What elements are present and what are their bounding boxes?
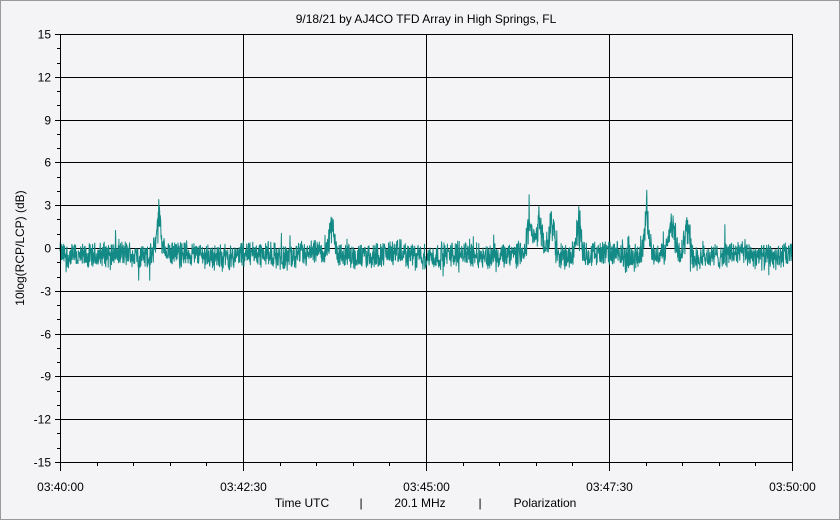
y-tick-label: -3 xyxy=(40,285,51,299)
chart-title: 9/18/21 by AJ4CO TFD Array in High Sprin… xyxy=(296,12,557,26)
y-tick-label: 0 xyxy=(44,242,51,256)
y-tick-label: -9 xyxy=(40,370,51,384)
y-tick-label: 6 xyxy=(44,156,51,170)
y-tick-label: 15 xyxy=(38,28,52,42)
y-tick-label: 3 xyxy=(44,199,51,213)
quantity-label: Polarization xyxy=(514,496,577,510)
footer-separator: | xyxy=(359,496,362,510)
x-tick-label: 03:42:30 xyxy=(220,480,267,494)
x-axis-label: Time UTC xyxy=(275,496,330,510)
y-tick-label: 12 xyxy=(38,71,52,85)
footer-caption: Time UTC | 20.1 MHz | Polarization xyxy=(275,496,576,510)
data-series xyxy=(59,189,793,281)
x-tick-label: 03:45:00 xyxy=(403,480,450,494)
polarization-trace xyxy=(59,189,793,281)
x-axis: 03:40:00 03:42:30 03:45:00 03:47:30 03:50:00 xyxy=(37,462,816,494)
x-tick-label: 03:50:00 xyxy=(769,480,816,494)
x-tick-label: 03:47:30 xyxy=(586,480,633,494)
footer-separator: | xyxy=(478,496,481,510)
y-tick-label: 9 xyxy=(44,114,51,128)
y-axis: 15 12 9 6 3 0 -3 -6 -9 -12 -15 xyxy=(34,28,60,470)
frequency-label: 20.1 MHz xyxy=(394,496,445,510)
y-tick-label: -6 xyxy=(40,328,51,342)
y-axis-label: 10log(RCP/LCP) (dB) xyxy=(13,190,27,305)
x-tick-label: 03:40:00 xyxy=(37,480,84,494)
y-tick-label: -15 xyxy=(34,456,52,470)
y-tick-label: -12 xyxy=(34,413,52,427)
